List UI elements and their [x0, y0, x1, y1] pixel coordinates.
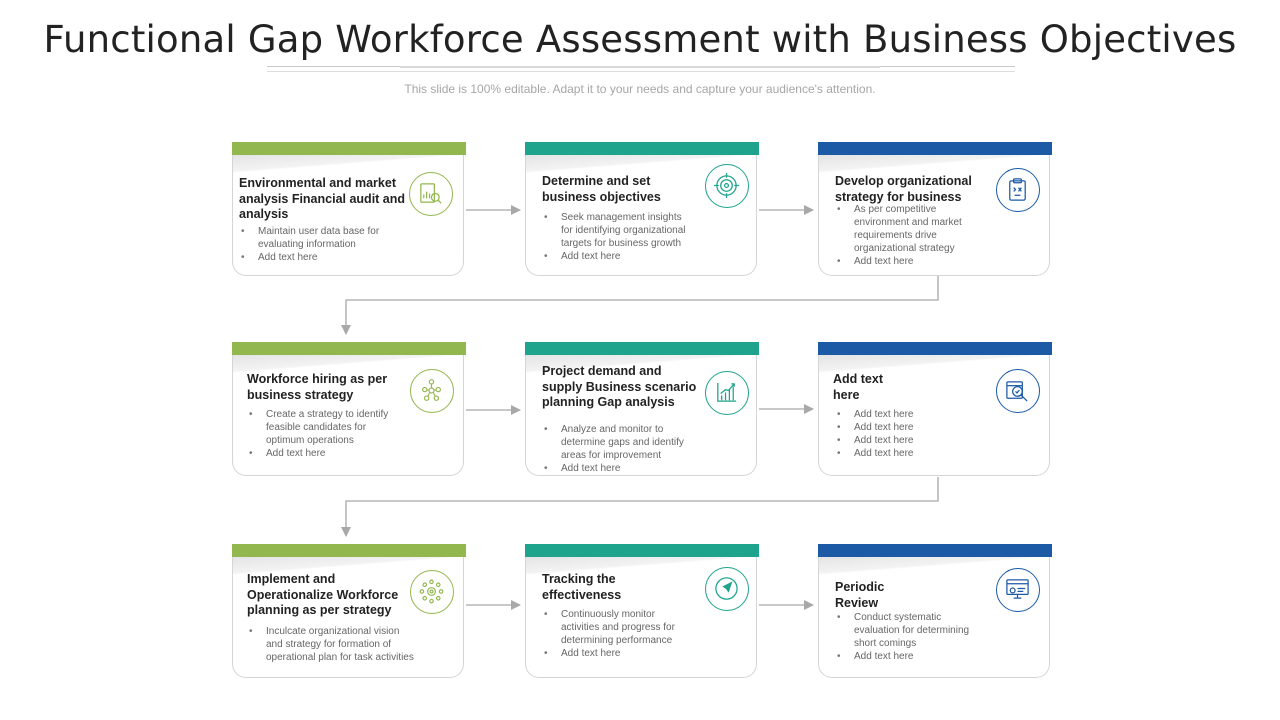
card-bullets: Add text here Add text here Add text her…: [835, 408, 985, 460]
card-bullet: Add text here: [542, 462, 692, 475]
growth-chart-icon: [705, 371, 749, 415]
step-card-3: Develop organizational strategy for busi…: [818, 142, 1052, 276]
card-heading: Workforce hiring as per business strateg…: [247, 372, 388, 402]
card-heading: Tracking the effectiveness: [542, 572, 622, 602]
card-bullets: Continuously monitor activities and prog…: [542, 608, 692, 660]
card-accent-bar: [232, 342, 466, 355]
card-bullet: Add text here: [835, 421, 985, 434]
card-bullet: Create a strategy to identify feasible c…: [247, 408, 397, 447]
card-bullet: Continuously monitor activities and prog…: [542, 608, 692, 647]
card-bullets: Inculcate organizational vision and stra…: [247, 625, 417, 664]
step-card-9: Periodic Review Conduct systematic evalu…: [818, 544, 1052, 678]
card-bullet: Analyze and monitor to determine gaps an…: [542, 423, 692, 462]
title-underline-accent: [400, 66, 880, 68]
slide-title: Functional Gap Workforce Assessment with…: [43, 18, 1237, 61]
step-card-1: Environmental and market analysis Financ…: [232, 142, 466, 276]
step-card-2: Determine and set business objectives Se…: [525, 142, 759, 276]
step-card-6: Add text here Add text here Add text her…: [818, 342, 1052, 476]
card-bullet: Add text here: [835, 447, 985, 460]
card-accent-bar: [232, 544, 466, 557]
card-bullets: Conduct systematic evaluation for determ…: [835, 611, 985, 663]
step-card-7: Implement and Operationalize Workforce p…: [232, 544, 466, 678]
card-bullet: Add text here: [835, 434, 985, 447]
card-bullet: Maintain user data base for evaluating i…: [239, 225, 409, 251]
card-accent-bar: [818, 342, 1052, 355]
card-bullet: Add text here: [542, 250, 692, 263]
navigation-arrow-icon: [705, 567, 749, 611]
title-underline-lower: [267, 71, 1015, 72]
analysis-chart-icon: [409, 172, 453, 216]
card-bullets: Create a strategy to identify feasible c…: [247, 408, 397, 460]
card-bullets: Maintain user data base for evaluating i…: [239, 225, 409, 264]
card-accent-bar: [818, 544, 1052, 557]
clipboard-strategy-icon: [996, 168, 1040, 212]
card-accent-bar: [525, 544, 759, 557]
team-network-icon: [410, 369, 454, 413]
card-heading: Periodic Review: [835, 580, 885, 610]
card-bullets: Analyze and monitor to determine gaps an…: [542, 423, 692, 475]
card-bullet: Inculcate organizational vision and stra…: [247, 625, 417, 664]
card-bullets: As per competitive environment and marke…: [835, 203, 985, 268]
magnifier-report-icon: [996, 369, 1040, 413]
card-accent-bar: [525, 142, 759, 155]
card-heading: Environmental and market analysis Financ…: [239, 176, 406, 221]
card-bullet: Add text here: [835, 408, 985, 421]
card-bullet: Add text here: [542, 647, 692, 660]
card-accent-bar: [232, 142, 466, 155]
card-bullets: Seek management insights for identifying…: [542, 211, 692, 263]
review-screen-icon: [996, 568, 1040, 612]
slide-subtitle: This slide is 100% editable. Adapt it to…: [404, 82, 876, 96]
target-icon: [705, 164, 749, 208]
card-accent-bar: [818, 142, 1052, 155]
card-bullet: Seek management insights for identifying…: [542, 211, 692, 250]
card-heading: Determine and set business objectives: [542, 174, 661, 204]
card-heading: Develop organizational strategy for busi…: [835, 174, 972, 204]
card-bullet: Add text here: [247, 447, 397, 460]
step-card-5: Project demand and supply Business scena…: [525, 342, 759, 476]
step-card-8: Tracking the effectiveness Continuously …: [525, 544, 759, 678]
card-bullet: Conduct systematic evaluation for determ…: [835, 611, 985, 650]
card-bullet: Add text here: [835, 650, 985, 663]
card-heading: Project demand and supply Business scena…: [542, 364, 697, 409]
card-bullet: Add text here: [835, 255, 985, 268]
card-heading: Implement and Operationalize Workforce p…: [247, 572, 399, 617]
card-heading: Add text here: [833, 372, 883, 402]
gear-network-icon: [410, 570, 454, 614]
card-accent-bar: [525, 342, 759, 355]
card-bullet: As per competitive environment and marke…: [835, 203, 985, 255]
card-bullet: Add text here: [239, 251, 409, 264]
step-card-4: Workforce hiring as per business strateg…: [232, 342, 466, 476]
